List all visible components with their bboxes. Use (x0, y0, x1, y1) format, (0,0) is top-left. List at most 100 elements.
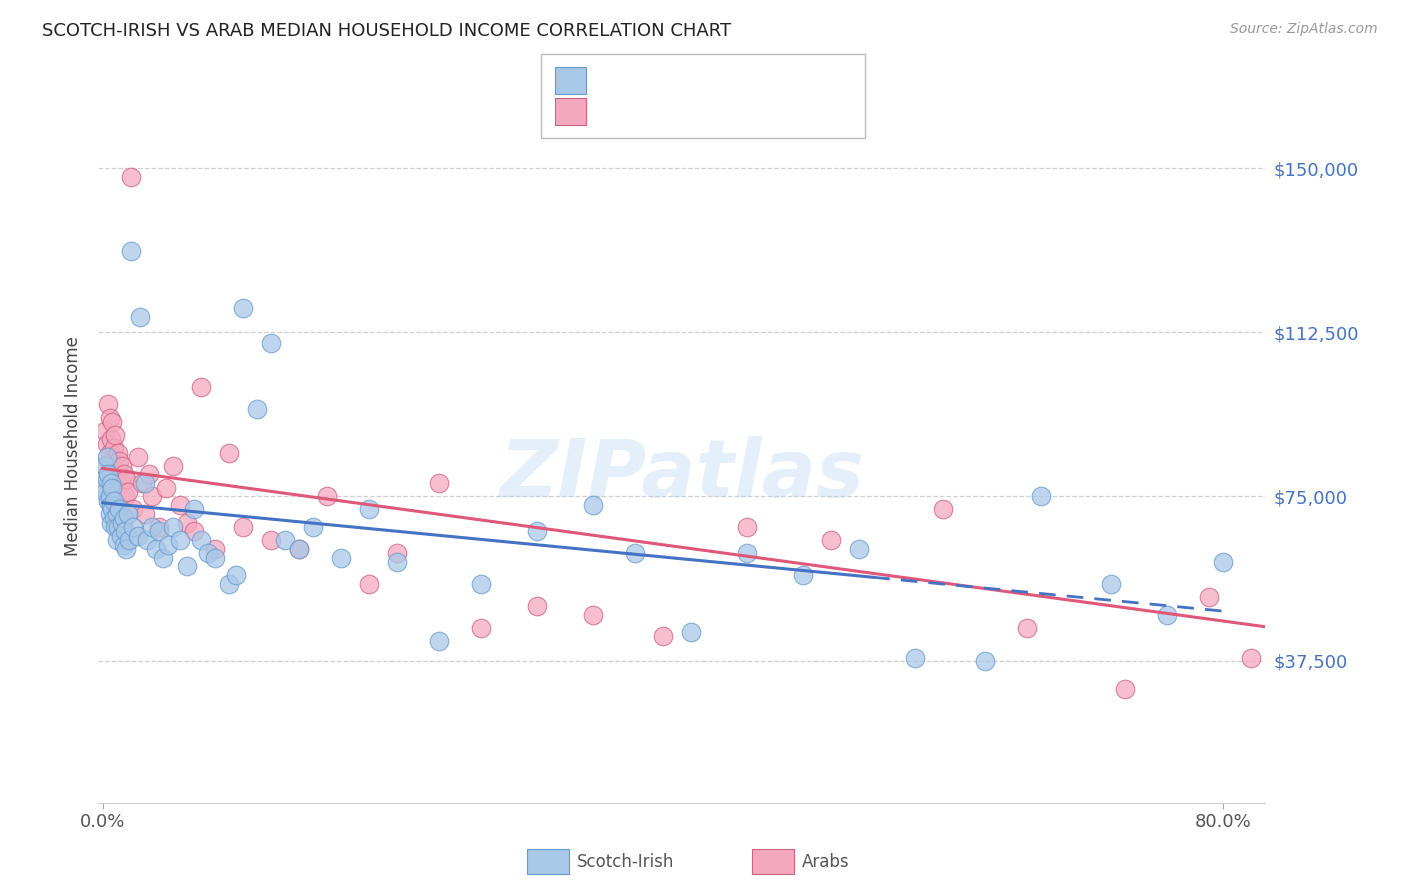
Text: ZIPatlas: ZIPatlas (499, 435, 865, 514)
Point (169, 533, 191, 548)
Point (1031, 489, 1053, 503)
Point (232, 301, 254, 315)
Point (101, 415, 124, 429)
Point (100, 433, 122, 447)
Point (357, 577, 380, 591)
Point (100, 498, 122, 512)
Point (94, 458, 117, 473)
Point (141, 520, 163, 534)
Text: N =: N = (717, 71, 754, 89)
Point (526, 599, 548, 613)
Text: 59: 59 (759, 103, 785, 120)
Point (735, 546, 758, 560)
Point (1212, 555, 1234, 569)
Point (120, 169, 142, 184)
Point (103, 511, 125, 525)
Point (98, 489, 121, 503)
Point (624, 546, 647, 560)
Point (114, 489, 136, 503)
Text: -0.113: -0.113 (640, 71, 704, 89)
Point (112, 467, 135, 482)
Point (1282, 607, 1305, 622)
Point (274, 533, 297, 548)
Point (115, 541, 138, 556)
Point (652, 629, 675, 643)
Point (145, 541, 167, 556)
Point (1156, 607, 1178, 622)
Point (97, 397, 120, 411)
Point (98, 445, 121, 459)
Point (1240, 651, 1263, 665)
Point (127, 529, 149, 543)
Point (117, 507, 139, 521)
Point (94, 485, 117, 500)
Point (287, 541, 309, 556)
Point (100, 472, 122, 486)
Point (134, 476, 156, 491)
Point (107, 520, 129, 534)
Point (112, 511, 135, 525)
Point (96, 437, 118, 451)
Point (101, 502, 124, 516)
Point (105, 533, 128, 548)
Point (93, 481, 115, 495)
Point (301, 520, 323, 534)
Text: Scotch-Irish: Scotch-Irish (576, 853, 673, 871)
Point (100, 476, 122, 491)
Point (148, 524, 170, 539)
Point (157, 537, 180, 551)
Text: 73: 73 (759, 71, 785, 89)
Point (183, 502, 205, 516)
Point (104, 520, 127, 534)
Point (169, 498, 191, 512)
Point (385, 546, 408, 560)
Point (97, 493, 120, 508)
Point (1198, 590, 1220, 604)
Text: Arabs: Arabs (801, 853, 849, 871)
Point (1296, 555, 1319, 569)
Point (103, 493, 125, 508)
Point (162, 458, 184, 473)
Point (427, 476, 450, 491)
Point (131, 476, 153, 491)
Point (582, 607, 605, 622)
Point (526, 524, 548, 539)
Point (138, 467, 160, 482)
Point (183, 524, 205, 539)
Point (329, 550, 352, 565)
Point (218, 577, 240, 591)
Point (176, 516, 198, 530)
Point (122, 502, 145, 516)
Point (98, 410, 121, 425)
Point (848, 541, 870, 556)
Point (117, 485, 139, 500)
Point (114, 524, 136, 539)
Point (470, 621, 492, 635)
Point (260, 533, 283, 548)
Point (110, 476, 132, 491)
Point (127, 450, 149, 464)
Point (134, 507, 156, 521)
Point (97, 467, 120, 482)
Point (105, 467, 128, 482)
Point (176, 559, 198, 574)
Point (104, 428, 127, 442)
Point (105, 507, 128, 521)
Y-axis label: Median Household Income: Median Household Income (65, 336, 83, 556)
Point (204, 550, 226, 565)
Point (190, 533, 212, 548)
Point (136, 533, 159, 548)
Point (470, 577, 492, 591)
Point (204, 541, 226, 556)
Point (148, 520, 170, 534)
Text: Source: ZipAtlas.com: Source: ZipAtlas.com (1230, 22, 1378, 37)
Text: N =: N = (717, 103, 754, 120)
Point (679, 625, 702, 640)
Point (232, 520, 254, 534)
Point (427, 633, 450, 648)
Point (162, 520, 184, 534)
Point (111, 458, 134, 473)
Point (974, 653, 997, 667)
Point (792, 568, 814, 582)
Point (152, 550, 174, 565)
